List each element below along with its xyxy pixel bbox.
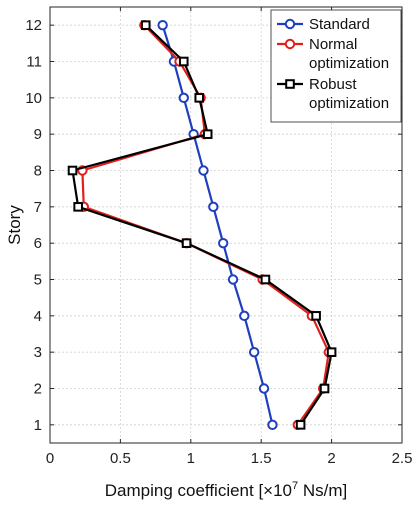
legend-entry-1: Standard xyxy=(277,16,370,33)
data-point xyxy=(178,56,189,67)
plot-area-frame xyxy=(49,6,403,444)
data-point xyxy=(258,383,270,394)
x-tick-label: 2 xyxy=(327,450,335,467)
data-point xyxy=(311,311,321,321)
y-axis-label: Story xyxy=(5,205,24,245)
legend-box xyxy=(270,9,402,123)
y-tick-label: 2 xyxy=(34,381,42,398)
y-tick-label: 5 xyxy=(34,272,42,289)
legend-entry-3: Robust optimization xyxy=(277,76,389,112)
legend-label: optimization xyxy=(309,95,389,112)
series-1 xyxy=(157,19,278,431)
data-point xyxy=(157,19,168,31)
x-tick-label: 1.5 xyxy=(251,450,272,467)
y-tick-label: 3 xyxy=(34,344,42,361)
series-line xyxy=(71,24,333,426)
y-tick-label: 8 xyxy=(34,163,42,180)
series-group xyxy=(67,19,337,431)
x-tick-label: 0 xyxy=(46,450,54,467)
data-point xyxy=(194,93,205,103)
x-tick-label: 0.5 xyxy=(110,450,131,467)
legend-marker xyxy=(285,79,295,89)
data-point xyxy=(178,92,189,104)
series-3 xyxy=(67,20,337,430)
legend-entry-2: Normal optimization xyxy=(277,36,389,72)
data-point xyxy=(239,310,250,322)
data-point xyxy=(326,347,337,357)
data-point xyxy=(227,274,239,285)
data-point xyxy=(248,346,260,358)
legend: Standard Normal optimization Robust optimiza… xyxy=(270,9,402,123)
data-point xyxy=(260,274,271,285)
data-point xyxy=(208,201,219,213)
data-point xyxy=(319,383,330,394)
data-point xyxy=(67,165,78,176)
legend-label: optimization xyxy=(309,55,389,72)
data-point xyxy=(295,420,306,430)
y-tick-label: 10 xyxy=(25,90,42,107)
y-tick-label: 7 xyxy=(34,199,42,216)
data-point xyxy=(181,238,192,248)
y-tick-label: 6 xyxy=(34,235,42,252)
y-tick-label: 1 xyxy=(34,417,42,434)
legend-label: Normal xyxy=(309,36,357,53)
legend-label: Robust xyxy=(309,76,357,93)
legend-marker xyxy=(284,38,296,50)
legend-label: Standard xyxy=(309,16,370,33)
x-tick-label: 2.5 xyxy=(392,450,413,467)
data-point xyxy=(217,237,229,249)
data-point xyxy=(73,202,83,212)
y-tick-label: 4 xyxy=(34,308,42,325)
y-tick-label: 9 xyxy=(34,126,42,143)
x-tick-label: 1 xyxy=(187,450,195,467)
data-point xyxy=(202,129,213,139)
series-line xyxy=(161,24,274,426)
x-axis-label: Damping coefficient [×107 Ns/m] xyxy=(105,480,348,500)
y-tick-label: 11 xyxy=(26,54,42,71)
data-point xyxy=(140,20,151,30)
data-point xyxy=(267,419,278,431)
y-tick-label: 12 xyxy=(25,17,42,34)
data-point xyxy=(198,165,209,176)
legend-marker xyxy=(284,18,296,30)
